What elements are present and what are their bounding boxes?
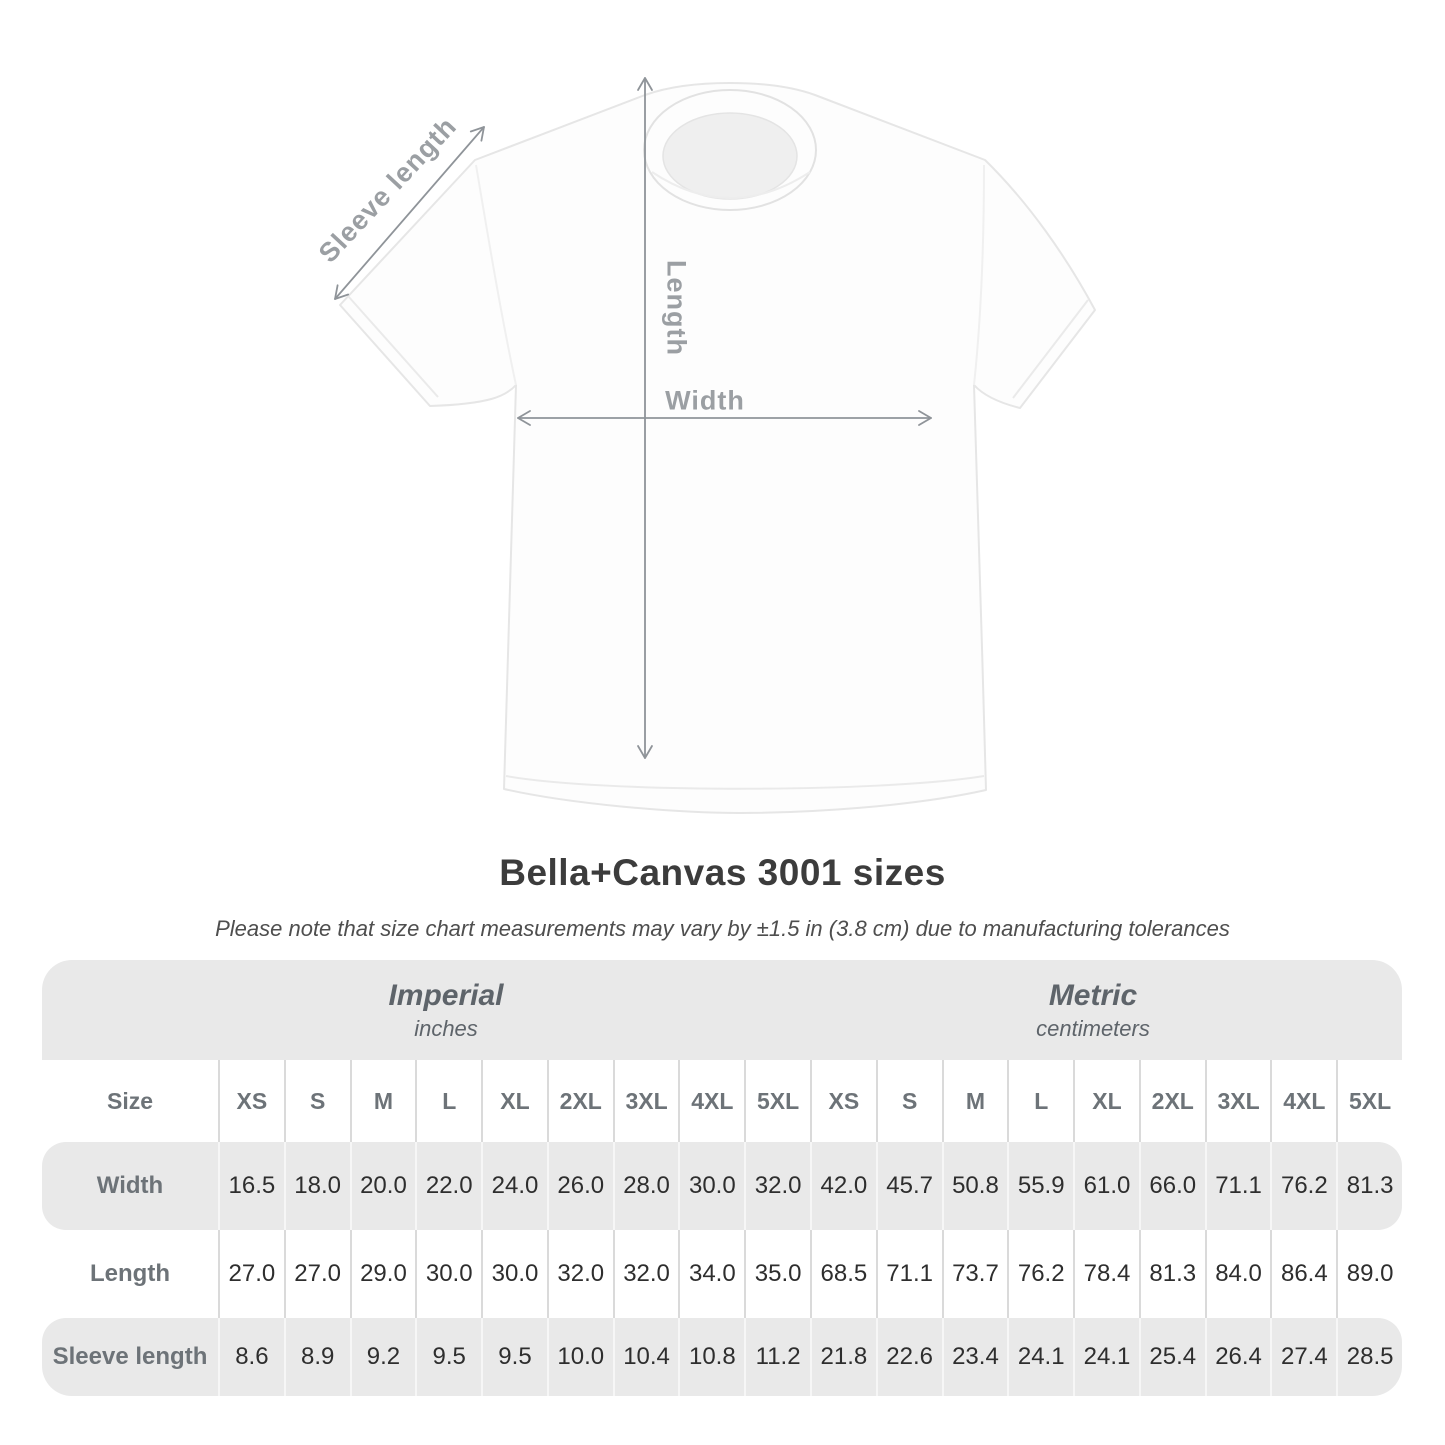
- tshirt-graphic: [334, 77, 1096, 814]
- imperial-title: Imperial: [388, 978, 504, 1012]
- value-cell: 50.8: [941, 1142, 1008, 1230]
- collar: [643, 89, 817, 211]
- value-cell: 32.0: [744, 1142, 810, 1230]
- size-header-cell: XL: [1073, 1060, 1139, 1142]
- value-cell: 30.0: [481, 1230, 547, 1318]
- value-cell: 30.0: [678, 1142, 744, 1230]
- size-table: Imperial inches Metric centimeters Size …: [42, 960, 1402, 1396]
- size-header-cell: 4XL: [1270, 1060, 1336, 1142]
- value-cell: 28.5: [1336, 1318, 1402, 1396]
- size-header-cell: S: [283, 1060, 350, 1142]
- size-header-cell: 4XL: [678, 1060, 744, 1142]
- imperial-unit: inches: [414, 1015, 478, 1041]
- value-cell: 81.3: [1336, 1142, 1402, 1230]
- value-cell: 9.5: [415, 1318, 481, 1396]
- size-header-cell: 2XL: [546, 1060, 613, 1142]
- size-header-cell: L: [415, 1060, 481, 1142]
- value-cell: 68.5: [810, 1230, 876, 1318]
- value-cell: 16.5: [218, 1142, 284, 1230]
- value-cell: 26.4: [1204, 1318, 1271, 1396]
- value-cell: 84.0: [1204, 1230, 1271, 1318]
- value-cell: 26.0: [546, 1142, 613, 1230]
- row-label: Sleeve length: [52, 1343, 208, 1370]
- value-cell: 28.0: [612, 1142, 679, 1230]
- sleeve-length-arrow: [334, 126, 485, 300]
- metric-section-header: Metric centimeters: [810, 960, 1402, 1060]
- size-header-cell: XS: [810, 1060, 876, 1142]
- value-cell: 35.0: [744, 1230, 810, 1318]
- value-cell: 27.0: [283, 1230, 350, 1318]
- value-cell: 8.9: [283, 1318, 350, 1396]
- value-cell: 89.0: [1336, 1230, 1402, 1318]
- value-cell: 71.1: [1204, 1142, 1271, 1230]
- width-arrow: [517, 410, 932, 426]
- measurement-row-sleeve-length: Sleeve length 8.6 8.9 9.2 9.5 9.5 10.0 1…: [42, 1318, 1402, 1396]
- size-header-cell: XL: [481, 1060, 547, 1142]
- metric-unit: centimeters: [1036, 1015, 1150, 1041]
- tshirt-body: [339, 82, 1096, 814]
- value-cell: 27.4: [1270, 1318, 1336, 1396]
- size-header-cell: 3XL: [612, 1060, 679, 1142]
- size-diagram: Sleeve length Length Width: [313, 77, 1096, 814]
- value-cell: 32.0: [612, 1230, 679, 1318]
- value-cell: 11.2: [744, 1318, 810, 1396]
- units-header-band: Imperial inches Metric centimeters: [42, 960, 1402, 1060]
- size-header-cell: XS: [218, 1060, 284, 1142]
- value-cell: 76.2: [1007, 1230, 1073, 1318]
- value-cell: 10.4: [612, 1318, 679, 1396]
- value-cell: 25.4: [1138, 1318, 1205, 1396]
- value-cell: 76.2: [1270, 1142, 1336, 1230]
- size-header-row: Size XS S M L XL 2XL 3XL 4XL 5XL XS S M …: [42, 1060, 1402, 1142]
- size-header-cell: 2XL: [1138, 1060, 1205, 1142]
- value-cell: 45.7: [875, 1142, 942, 1230]
- metric-title: Metric: [1048, 978, 1138, 1012]
- value-cell: 23.4: [941, 1318, 1008, 1396]
- value-cell: 30.0: [415, 1230, 481, 1318]
- value-cell: 9.2: [349, 1318, 416, 1396]
- size-header-cell: M: [349, 1060, 416, 1142]
- value-cell: 8.6: [218, 1318, 284, 1396]
- width-label: Width: [665, 385, 745, 416]
- imperial-section-header: Imperial inches: [42, 960, 810, 1060]
- value-cell: 24.0: [481, 1142, 547, 1230]
- row-label: Length: [90, 1260, 170, 1287]
- value-cell: 66.0: [1138, 1142, 1205, 1230]
- value-cell: 81.3: [1138, 1230, 1205, 1318]
- measurement-row-width: Width 16.5 18.0 20.0 22.0 24.0 26.0 28.0…: [42, 1142, 1402, 1230]
- size-header-cell: 3XL: [1204, 1060, 1271, 1142]
- value-cell: 18.0: [283, 1142, 350, 1230]
- value-cell: 27.0: [218, 1230, 284, 1318]
- page-subtitle: Please note that size chart measurements…: [215, 916, 1230, 941]
- length-label: Length: [661, 260, 692, 356]
- value-cell: 24.1: [1007, 1318, 1073, 1396]
- value-cell: 10.8: [678, 1318, 744, 1396]
- value-cell: 9.5: [481, 1318, 547, 1396]
- size-header-cell: S: [875, 1060, 942, 1142]
- value-cell: 55.9: [1007, 1142, 1073, 1230]
- size-header-cell: 5XL: [1336, 1060, 1402, 1142]
- value-cell: 10.0: [546, 1318, 613, 1396]
- size-header-cell: 5XL: [744, 1060, 810, 1142]
- value-cell: 34.0: [678, 1230, 744, 1318]
- size-header-cell: M: [941, 1060, 1008, 1142]
- value-cell: 32.0: [546, 1230, 613, 1318]
- value-cell: 61.0: [1073, 1142, 1139, 1230]
- value-cell: 22.0: [415, 1142, 481, 1230]
- measurement-row-length: Length 27.0 27.0 29.0 30.0 30.0 32.0 32.…: [42, 1230, 1402, 1318]
- value-cell: 22.6: [875, 1318, 942, 1396]
- value-cell: 21.8: [810, 1318, 876, 1396]
- value-cell: 20.0: [349, 1142, 416, 1230]
- value-cell: 78.4: [1073, 1230, 1139, 1318]
- value-cell: 86.4: [1270, 1230, 1336, 1318]
- row-label: Width: [96, 1172, 164, 1199]
- size-header-cell: L: [1007, 1060, 1073, 1142]
- value-cell: 42.0: [810, 1142, 876, 1230]
- value-cell: 73.7: [941, 1230, 1008, 1318]
- size-column-header: Size: [106, 1087, 154, 1114]
- value-cell: 29.0: [349, 1230, 416, 1318]
- value-cell: 24.1: [1073, 1318, 1139, 1396]
- page-title: Bella+Canvas 3001 sizes: [499, 852, 946, 893]
- value-cell: 71.1: [875, 1230, 942, 1318]
